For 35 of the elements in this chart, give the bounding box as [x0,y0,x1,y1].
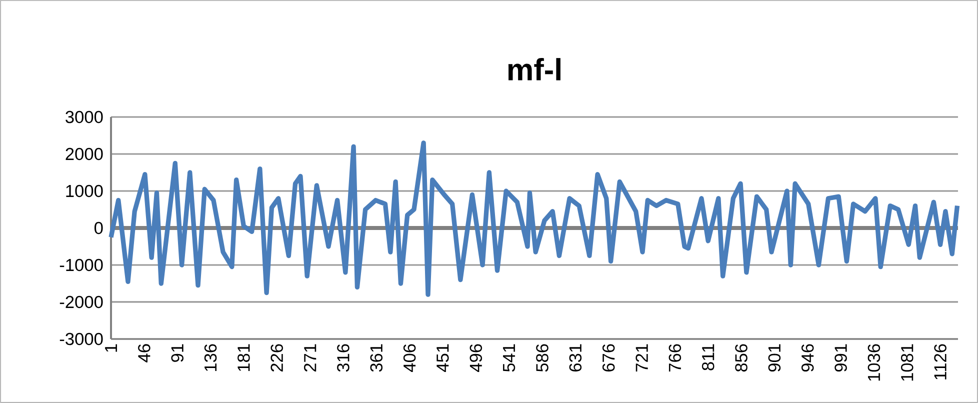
x-tick-label: 271 [304,344,316,372]
x-tick-label: 316 [337,344,350,372]
x-tick-label: 721 [636,344,648,372]
x-tick-label: 361 [370,344,383,372]
x-tick-label: 901 [768,344,781,372]
x-tick-label: 1036 [868,344,880,381]
x-tick-label: 136 [204,344,217,372]
x-tick-label: 46 [138,344,150,362]
x-tick-label: 406 [403,344,416,372]
x-tick-label: 676 [602,344,615,372]
y-tick-label: 1000 [66,184,103,198]
x-tick-label: 766 [668,344,682,372]
x-tick-label: 631 [569,344,582,372]
x-tick-label: 586 [536,344,548,372]
x-tick-label: 451 [436,344,449,372]
x-tick-label: 91 [171,344,184,362]
y-tick-label: -3000 [60,332,103,346]
x-tick-label: 181 [238,344,250,372]
y-tick-label: -1000 [60,258,103,272]
x-tick-label: 496 [470,344,482,372]
y-tick-label: 0 [94,222,103,234]
x-tick-label: 1081 [900,344,914,381]
y-tick-label: 2000 [66,148,103,160]
chart-title: mf-l [508,58,560,80]
x-tick-label: 1 [105,344,117,352]
x-tick-label: 856 [735,344,748,372]
x-tick-label: 226 [270,344,284,372]
y-tick-label: -2000 [60,296,103,308]
x-tick-label: 1126 [934,344,946,380]
x-tick-label: 541 [503,344,516,372]
line-series [108,140,960,297]
x-tick-label: 991 [834,344,847,372]
x-tick-label: 946 [801,344,814,372]
x-tick-label: 811 [702,344,714,370]
y-tick-label: 3000 [66,110,103,124]
